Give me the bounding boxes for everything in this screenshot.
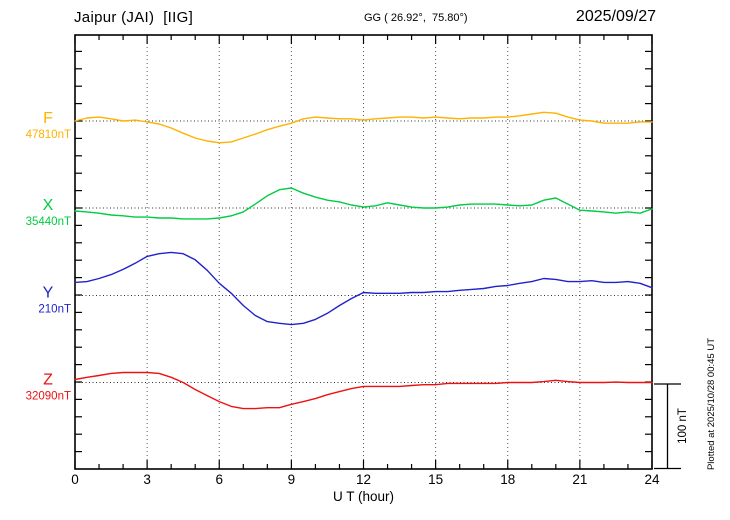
gridlines bbox=[146, 35, 581, 469]
trace-label-X: X 35440nT bbox=[26, 197, 71, 228]
x-tick-label: 24 bbox=[644, 472, 660, 487]
plot-date: 2025/09/27 bbox=[575, 8, 656, 25]
x-tick-label: 21 bbox=[572, 472, 587, 487]
x-tick-labels: 0 3 6 9 12 15 18 21 24 bbox=[71, 472, 660, 487]
x-tick-label: 12 bbox=[356, 472, 371, 487]
trace-letter-X: X bbox=[43, 197, 54, 214]
trace-F bbox=[74, 111, 653, 144]
scale-bar bbox=[654, 383, 681, 470]
trace-letter-Z: Z bbox=[43, 372, 53, 389]
x-tick-label: 18 bbox=[500, 472, 515, 487]
trace-Z bbox=[74, 371, 653, 410]
plotted-at-note: Plotted at 2025/10/28 00:45 UT bbox=[706, 338, 717, 470]
x-tick-label: 0 bbox=[71, 472, 79, 487]
x-tick-label: 3 bbox=[143, 472, 151, 487]
geographic-coordinates: GG ( 26.92°, 75.80°) bbox=[364, 12, 468, 24]
y-axis-ticks bbox=[75, 50, 652, 453]
x-axis-ticks bbox=[74, 35, 653, 469]
x-tick-label: 15 bbox=[428, 472, 443, 487]
station-title: Jaipur (JAI) [IIG] bbox=[74, 9, 194, 26]
trace-letter-Y: Y bbox=[43, 285, 54, 302]
trace-label-F: F 47810nT bbox=[26, 110, 71, 141]
x-axis-label: U T (hour) bbox=[333, 489, 394, 504]
x-tick-label: 9 bbox=[288, 472, 296, 487]
trace-base-value-Z: 32090nT bbox=[26, 391, 71, 403]
trace-base-value-X: 35440nT bbox=[26, 216, 71, 228]
trace-base-value-Y: 210nT bbox=[38, 304, 71, 316]
trace-letter-F: F bbox=[43, 110, 53, 127]
x-tick-label: 6 bbox=[215, 472, 223, 487]
trace-label-Z: Z 32090nT bbox=[26, 372, 71, 403]
trace-X bbox=[74, 187, 653, 220]
trace-base-value-F: 47810nT bbox=[26, 129, 71, 141]
trace-Y bbox=[74, 251, 653, 326]
scale-bar-label: 100 nT bbox=[677, 408, 689, 444]
trace-label-Y: Y 210nT bbox=[38, 285, 71, 316]
